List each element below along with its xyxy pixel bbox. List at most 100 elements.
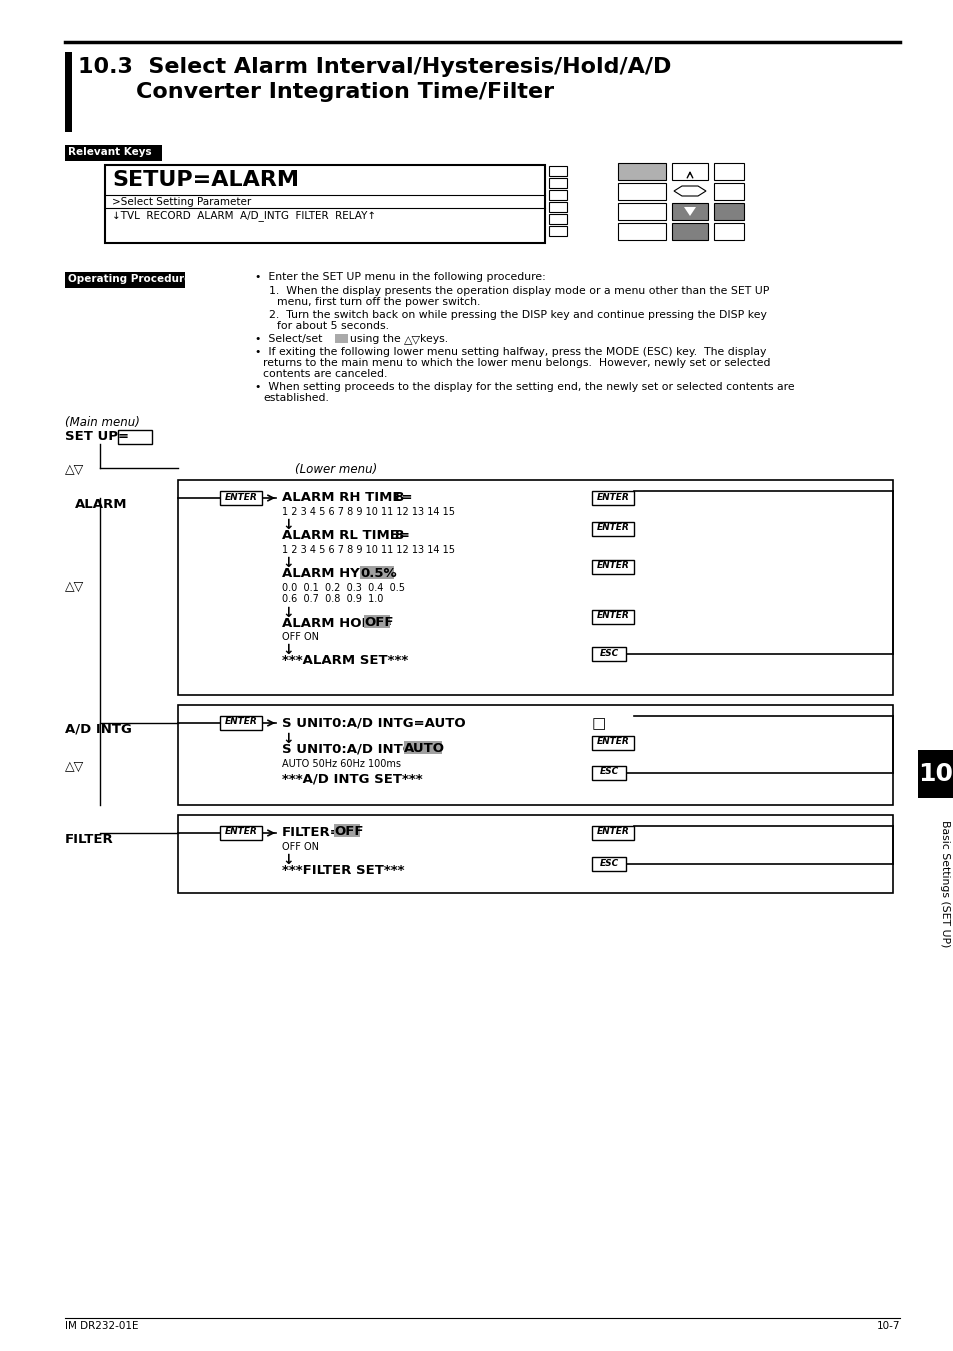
Text: ENTER: ENTER <box>224 828 257 836</box>
Text: 1 2 3 4 5 6 7 8 9 10 11 12 13 14 15: 1 2 3 4 5 6 7 8 9 10 11 12 13 14 15 <box>282 544 455 555</box>
Bar <box>178 705 892 805</box>
Bar <box>713 203 743 220</box>
Text: •  Select/set: • Select/set <box>254 334 322 345</box>
Text: contents are canceled.: contents are canceled. <box>263 369 387 380</box>
Bar <box>618 182 665 200</box>
Text: ENTER: ENTER <box>224 493 257 501</box>
Bar <box>592 561 634 574</box>
Bar <box>548 226 566 236</box>
Text: ENTER: ENTER <box>596 493 629 501</box>
Bar <box>592 611 634 624</box>
Bar <box>548 213 566 224</box>
Text: FILTER=: FILTER= <box>282 825 341 839</box>
Text: ***A/D INTG SET***: ***A/D INTG SET*** <box>282 773 422 786</box>
Text: OFF ON: OFF ON <box>282 842 318 852</box>
Text: FILTER: FILTER <box>65 834 113 846</box>
Text: ENTER: ENTER <box>224 717 257 727</box>
Text: 1 2 3 4 5 6 7 8 9 10 11 12 13 14 15: 1 2 3 4 5 6 7 8 9 10 11 12 13 14 15 <box>282 507 455 517</box>
Text: •  When setting proceeds to the display for the setting end, the newly set or se: • When setting proceeds to the display f… <box>254 382 794 392</box>
Text: 10: 10 <box>918 762 952 786</box>
Text: ESC: ESC <box>598 648 618 658</box>
Bar <box>592 825 634 840</box>
Text: 10-7: 10-7 <box>876 1321 899 1331</box>
Bar <box>592 647 625 661</box>
Text: >Select Setting Parameter: >Select Setting Parameter <box>112 197 251 207</box>
Bar <box>671 223 707 240</box>
Text: ESC: ESC <box>598 767 618 777</box>
Text: Relevant Keys: Relevant Keys <box>68 147 152 157</box>
Text: 10.3  Select Alarm Interval/Hysteresis/Hold/A/D: 10.3 Select Alarm Interval/Hysteresis/Ho… <box>78 57 671 77</box>
Text: ENTER: ENTER <box>596 562 629 570</box>
Text: ↓: ↓ <box>282 643 294 657</box>
Text: ↓: ↓ <box>282 852 294 867</box>
Text: ALARM RH TIME=: ALARM RH TIME= <box>282 490 412 504</box>
Bar <box>592 521 634 536</box>
Text: ↓: ↓ <box>282 732 294 746</box>
Text: OFF: OFF <box>364 616 393 630</box>
Bar <box>178 815 892 893</box>
Text: □: □ <box>592 716 606 731</box>
Text: 1.  When the display presents the operation display mode or a menu other than th: 1. When the display presents the operati… <box>269 286 768 296</box>
Text: △▽: △▽ <box>65 580 84 593</box>
Bar <box>713 223 743 240</box>
Bar <box>65 145 162 161</box>
Bar <box>65 272 185 288</box>
Text: (Lower menu): (Lower menu) <box>294 463 376 476</box>
Bar <box>220 825 262 840</box>
Text: keys.: keys. <box>419 334 448 345</box>
Text: S UNIT0:A/D INTG=: S UNIT0:A/D INTG= <box>282 743 424 757</box>
Bar <box>118 430 152 444</box>
Bar <box>220 716 262 730</box>
Text: ↓: ↓ <box>282 557 294 570</box>
Text: 8: 8 <box>394 530 403 542</box>
Bar <box>618 223 665 240</box>
Text: △▽: △▽ <box>403 334 420 345</box>
Bar <box>671 203 707 220</box>
Bar <box>220 490 262 505</box>
Text: SETUP=ALARM: SETUP=ALARM <box>112 170 298 190</box>
Bar <box>403 740 441 754</box>
Bar <box>592 766 625 780</box>
Text: ENTER: ENTER <box>596 738 629 747</box>
Text: ↓TVL  RECORD  ALARM  A/D_INTG  FILTER  RELAY↑: ↓TVL RECORD ALARM A/D_INTG FILTER RELAY↑ <box>112 209 375 222</box>
Text: ENTER: ENTER <box>596 612 629 620</box>
Bar <box>713 182 743 200</box>
Text: OFF ON: OFF ON <box>282 632 318 642</box>
Text: established.: established. <box>263 393 329 403</box>
Text: SET UP=: SET UP= <box>65 430 129 443</box>
Bar <box>548 178 566 188</box>
Text: 0.5%: 0.5% <box>359 567 396 580</box>
Text: AUTO: AUTO <box>403 742 444 755</box>
Text: 0.6  0.7  0.8  0.9  1.0: 0.6 0.7 0.8 0.9 1.0 <box>282 594 383 604</box>
Text: ↓: ↓ <box>282 517 294 532</box>
Bar <box>335 334 348 343</box>
Bar <box>592 736 634 750</box>
Text: 8: 8 <box>394 490 403 504</box>
Text: Converter Integration Time/Filter: Converter Integration Time/Filter <box>136 82 554 101</box>
Bar <box>364 615 390 628</box>
Text: ↓: ↓ <box>282 607 294 620</box>
Bar <box>548 190 566 200</box>
Bar <box>105 165 544 243</box>
Text: 0.0  0.1  0.2  0.3  0.4  0.5: 0.0 0.1 0.2 0.3 0.4 0.5 <box>282 584 405 593</box>
Bar <box>548 203 566 212</box>
Text: ***FILTER SET***: ***FILTER SET*** <box>282 865 404 877</box>
Bar <box>713 163 743 180</box>
Text: ENTER: ENTER <box>596 523 629 532</box>
Text: IM DR232-01E: IM DR232-01E <box>65 1321 138 1331</box>
Text: △▽: △▽ <box>65 463 84 476</box>
Text: A/D INTG: A/D INTG <box>65 723 132 736</box>
Text: ***ALARM SET***: ***ALARM SET*** <box>282 654 408 667</box>
Text: Basic Settings (SET UP): Basic Settings (SET UP) <box>939 820 949 947</box>
Text: ESC: ESC <box>598 858 618 867</box>
Text: 2.  Turn the switch back on while pressing the DISP key and continue pressing th: 2. Turn the switch back on while pressin… <box>269 309 766 320</box>
Text: △▽: △▽ <box>65 761 84 773</box>
Text: Operating Procedure: Operating Procedure <box>68 274 191 284</box>
Polygon shape <box>683 207 696 216</box>
Text: (Main menu): (Main menu) <box>65 416 140 430</box>
Text: •  Enter the SET UP menu in the following procedure:: • Enter the SET UP menu in the following… <box>254 272 545 282</box>
Bar <box>618 163 665 180</box>
Text: returns to the main menu to which the lower menu belongs.  However, newly set or: returns to the main menu to which the lo… <box>263 358 770 367</box>
Text: ALARM HOLD=: ALARM HOLD= <box>282 617 392 630</box>
Polygon shape <box>673 186 705 196</box>
